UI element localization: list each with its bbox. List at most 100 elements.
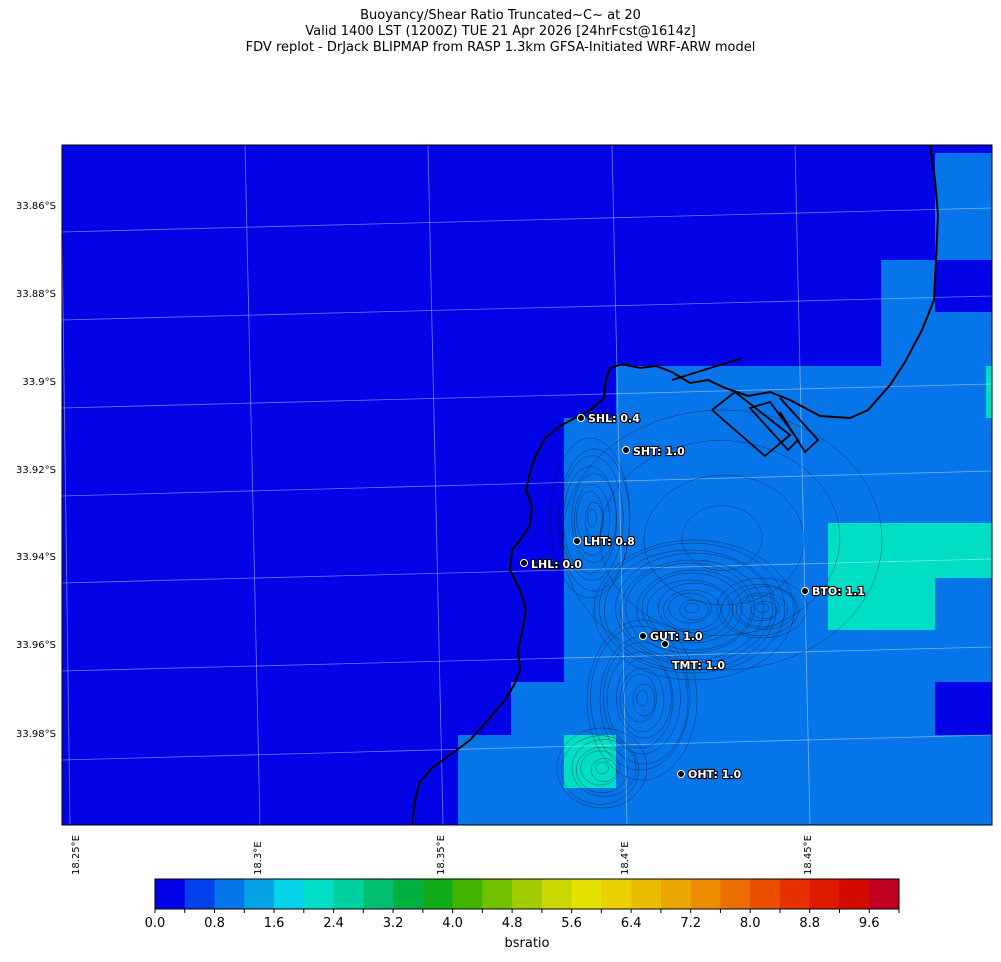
colorbar-swatch bbox=[571, 879, 602, 909]
contour-line bbox=[561, 409, 883, 671]
contour-line bbox=[604, 549, 776, 671]
lat-gridline bbox=[62, 734, 992, 761]
colorbar-swatch bbox=[244, 879, 275, 909]
contour-line bbox=[755, 603, 769, 613]
lon-tick-label: 18.25°E bbox=[71, 835, 82, 875]
site-marker-bto[interactable] bbox=[801, 587, 809, 595]
lon-tick-label: 18.3°E bbox=[253, 841, 264, 875]
colorbar-tick-label: 9.6 bbox=[858, 916, 880, 931]
colorbar-swatch bbox=[690, 879, 721, 909]
colorbar-title: bsratio bbox=[504, 936, 550, 951]
bsratio-field bbox=[458, 153, 992, 825]
contour-line bbox=[643, 474, 805, 606]
contour-line bbox=[593, 539, 795, 681]
field-cell bbox=[564, 735, 616, 788]
contour-line bbox=[731, 586, 797, 630]
contour-line bbox=[599, 440, 841, 636]
contour-line bbox=[571, 473, 617, 563]
colorbar-swatch bbox=[184, 879, 216, 909]
field-cell bbox=[986, 366, 992, 418]
contour-line bbox=[615, 552, 773, 664]
field-cell bbox=[458, 735, 511, 825]
lon-tick-label: 18.4°E bbox=[620, 841, 631, 875]
graticule bbox=[62, 145, 992, 825]
lon-gridline bbox=[244, 145, 261, 825]
contour-line bbox=[668, 592, 712, 624]
contour-line bbox=[595, 762, 609, 774]
colorbar-swatch bbox=[779, 879, 811, 909]
colorbar-swatch bbox=[601, 879, 632, 909]
chart-subtitle-valid: Valid 1400 LST (1200Z) TUE 21 Apr 2026 [… bbox=[305, 24, 696, 39]
colorbar-tick-label: 4.0 bbox=[442, 916, 463, 931]
chart-title: Buoyancy/Shear Ratio Truncated~C~ at 20 bbox=[360, 8, 641, 23]
contour-line bbox=[663, 589, 721, 631]
chart-subtitle-model: FDV replot - DrJack BLIPMAP from RASP 1.… bbox=[245, 40, 756, 55]
site-marker-lht[interactable] bbox=[573, 537, 581, 545]
site-marker-tmt[interactable] bbox=[661, 640, 669, 648]
harbour-pier bbox=[671, 357, 820, 458]
field-cell bbox=[935, 312, 992, 366]
site-label-gut: GUT: 1.0 bbox=[650, 630, 703, 643]
lat-gridline bbox=[62, 558, 992, 584]
colorbar-tick-label: 1.6 bbox=[263, 916, 285, 931]
colorbar-tick-label: 4.8 bbox=[501, 916, 523, 931]
lat-gridline bbox=[62, 383, 992, 409]
site-label-lhl: LHL: 0.0 bbox=[531, 558, 582, 571]
contour-line bbox=[603, 641, 681, 755]
lon-gridline bbox=[427, 145, 444, 825]
lon-gridline bbox=[62, 229, 71, 825]
colorbar-swatch bbox=[303, 879, 335, 909]
colorbar-tick-label: 6.4 bbox=[620, 916, 642, 931]
contour-line bbox=[616, 657, 672, 739]
contour-line bbox=[573, 484, 611, 556]
contour-line bbox=[561, 735, 639, 805]
site-marker-sht[interactable] bbox=[622, 446, 630, 454]
site-marker-shl[interactable] bbox=[577, 414, 585, 422]
site-marker-gut[interactable] bbox=[639, 632, 647, 640]
lat-tick-label: 33.86°S bbox=[16, 201, 56, 212]
colorbar-swatch bbox=[482, 879, 513, 909]
site-marker-oht[interactable] bbox=[677, 770, 685, 778]
contour-line bbox=[576, 491, 604, 545]
lat-tick-label: 33.9°S bbox=[22, 377, 56, 388]
site-label-bto: BTO: 1.1 bbox=[812, 585, 865, 598]
contour-line bbox=[625, 562, 755, 654]
contour-line bbox=[576, 746, 628, 794]
site-label-sht: SHT: 1.0 bbox=[633, 445, 685, 458]
contour-line bbox=[740, 594, 780, 622]
field-cell bbox=[828, 366, 992, 418]
site-marker-lhl[interactable] bbox=[520, 559, 528, 567]
site-label-tmt: TMT: 1.0 bbox=[672, 659, 725, 672]
colorbar bbox=[154, 878, 900, 913]
contour-line bbox=[750, 601, 778, 619]
lat-tick-label: 33.98°S bbox=[16, 729, 56, 740]
lat-tick-label: 33.96°S bbox=[16, 640, 56, 651]
colorbar-swatch bbox=[214, 879, 245, 909]
colorbar-tick-label: 5.6 bbox=[561, 916, 582, 931]
field-cell bbox=[669, 366, 828, 418]
site-label-oht: OHT: 1.0 bbox=[688, 768, 742, 781]
contour-line bbox=[590, 625, 690, 771]
colorbar-tick-label: 7.2 bbox=[680, 916, 702, 931]
contour-line bbox=[684, 602, 700, 614]
colorbar-swatch bbox=[660, 879, 692, 909]
site-label-shl: SHL: 0.4 bbox=[588, 412, 640, 425]
colorbar-tick-label: 8.8 bbox=[799, 916, 821, 931]
contour-line bbox=[636, 689, 648, 707]
contour-line bbox=[587, 508, 597, 528]
colorbar-tick-label: 3.2 bbox=[382, 916, 404, 931]
contour-line bbox=[736, 592, 788, 628]
field-cell bbox=[828, 578, 935, 630]
colorbar-swatch bbox=[155, 879, 186, 909]
colorbar-swatch bbox=[839, 879, 870, 909]
field-cell bbox=[935, 682, 992, 735]
site-label-lht: LHT: 0.8 bbox=[584, 535, 635, 548]
colorbar-tick-label: 2.4 bbox=[323, 916, 344, 931]
lat-gridline bbox=[62, 207, 992, 233]
colorbar-swatch bbox=[452, 879, 483, 909]
colorbar-swatch bbox=[869, 879, 900, 909]
contour-line bbox=[580, 750, 620, 786]
contour-line bbox=[716, 577, 808, 639]
